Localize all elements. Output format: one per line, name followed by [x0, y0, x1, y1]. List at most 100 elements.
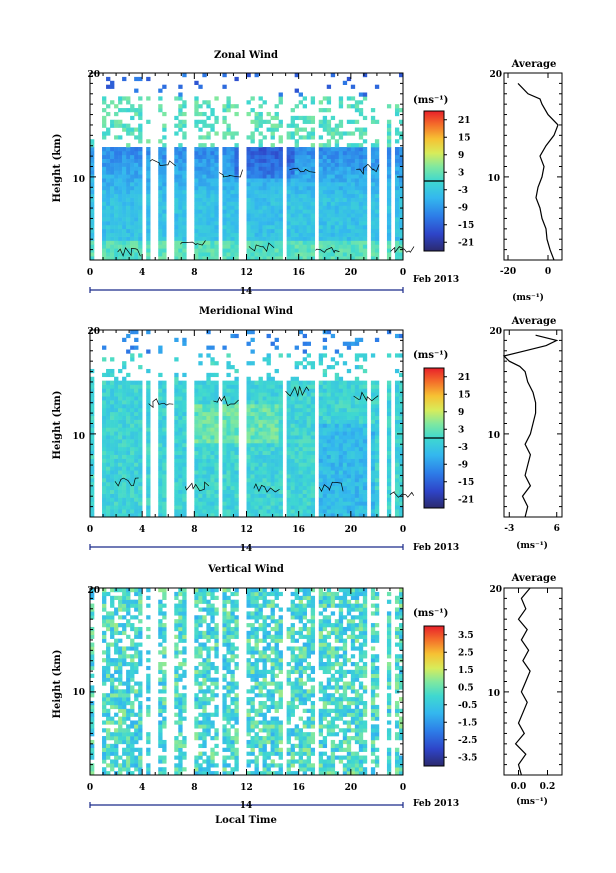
heatmap-cell [234, 248, 239, 253]
heatmap-cell [354, 205, 360, 210]
colorbar-tick-label: 21 [458, 373, 471, 383]
heatmap-cell [146, 193, 151, 198]
heatmap-cell [278, 96, 283, 101]
heatmap-cell [266, 189, 271, 195]
heatmap-cell [222, 497, 227, 502]
heatmap-cell [306, 450, 311, 455]
heatmap-cell [326, 509, 332, 514]
heatmap-cell [310, 489, 316, 494]
heatmap-cell [362, 236, 368, 241]
heatmap-cell [174, 380, 179, 385]
heatmap-cell [106, 732, 111, 737]
heatmap-cell [298, 431, 303, 436]
heatmap-cell [230, 400, 235, 405]
heatmap-cell [346, 368, 352, 374]
heatmap-cell [114, 178, 119, 183]
heatmap-cell [358, 108, 364, 113]
heatmap-cell [398, 419, 404, 424]
heatmap-cell [250, 400, 255, 405]
heatmap-cell [322, 178, 328, 183]
heatmap-cell [106, 435, 111, 440]
heatmap-cell [294, 244, 299, 249]
heatmap-cell [102, 450, 107, 455]
heatmap-cell [90, 458, 95, 463]
heatmap-cell [274, 423, 279, 428]
heatmap-cell [206, 166, 211, 171]
heatmap-cell [134, 174, 139, 179]
heatmap-cell [210, 345, 215, 350]
heatmap-cell [306, 256, 311, 261]
heatmap-cell [202, 154, 207, 160]
heatmap-cell [246, 158, 251, 163]
heatmap-cell [370, 411, 376, 417]
heatmap-cell [206, 481, 211, 487]
heatmap-cell [298, 497, 303, 502]
heatmap-cell [106, 501, 111, 506]
heatmap-cell [102, 501, 107, 506]
heatmap-cell [398, 189, 404, 195]
heatmap-cell [222, 84, 227, 89]
heatmap-cell [250, 119, 255, 124]
heatmap-cell [246, 185, 251, 191]
heatmap-cell [158, 442, 163, 448]
heatmap-cell [90, 221, 95, 226]
heatmap-cell [258, 240, 263, 245]
heatmap-cell [246, 162, 251, 167]
heatmap-cell [322, 353, 328, 358]
heatmap-cell [274, 127, 279, 132]
heatmap-cell [342, 244, 348, 249]
heatmap-cell [266, 213, 271, 218]
heatmap-cell [174, 232, 179, 237]
heatmap-cell [194, 478, 199, 483]
heatmap-cell [118, 178, 123, 183]
heatmap-cell [134, 470, 139, 475]
heatmap-cell [274, 419, 279, 424]
heatmap-cell [226, 104, 231, 109]
heatmap-cell [146, 493, 151, 498]
heatmap-cell [302, 193, 307, 198]
heatmap-cell [230, 439, 235, 444]
heatmap-cell [394, 407, 400, 413]
heatmap-cell [102, 201, 107, 206]
heatmap-cell [306, 166, 311, 171]
heatmap-cell [214, 478, 219, 483]
heatmap-cell [394, 489, 400, 494]
heatmap-cell [178, 84, 183, 89]
heatmap-cell [230, 221, 235, 226]
heatmap-cell [138, 478, 143, 483]
heatmap-cell [298, 178, 303, 183]
heatmap-cell [386, 205, 392, 210]
heatmap-cell [294, 376, 299, 381]
heatmap-cell [114, 119, 119, 124]
heatmap-cell [358, 166, 364, 171]
heatmap-cell [110, 100, 115, 105]
heatmap-cell [398, 193, 404, 198]
heatmap-cell [262, 201, 267, 206]
heatmap-cell [118, 654, 123, 659]
heatmap-cell [202, 497, 207, 502]
heatmap-cell [162, 221, 167, 226]
heatmap-cell [386, 330, 392, 335]
heatmap-cell [182, 119, 187, 124]
heatmap-cell [338, 232, 344, 237]
heatmap-cell [90, 673, 95, 678]
heatmap-cell [286, 162, 291, 167]
heatmap-cell [370, 481, 376, 487]
heatmap-cell [138, 489, 143, 494]
heatmap-cell [162, 439, 167, 444]
heatmap-cell [298, 100, 303, 105]
heatmap-cell [342, 185, 348, 191]
heatmap-cell [126, 728, 131, 733]
colorbar-tick-label: -21 [458, 495, 474, 505]
heatmap-cell [178, 478, 183, 483]
heatmap-cell [338, 178, 344, 183]
heatmap-cell [202, 407, 207, 413]
heatmap-cell [246, 404, 251, 409]
heatmap-cell [102, 493, 107, 498]
heatmap-cell [250, 497, 255, 502]
heatmap-cell [194, 170, 199, 175]
heatmap-cell [122, 185, 127, 191]
heatmap-cell [322, 197, 328, 202]
heatmap-cell [274, 380, 279, 385]
heatmap-cell [386, 450, 392, 455]
